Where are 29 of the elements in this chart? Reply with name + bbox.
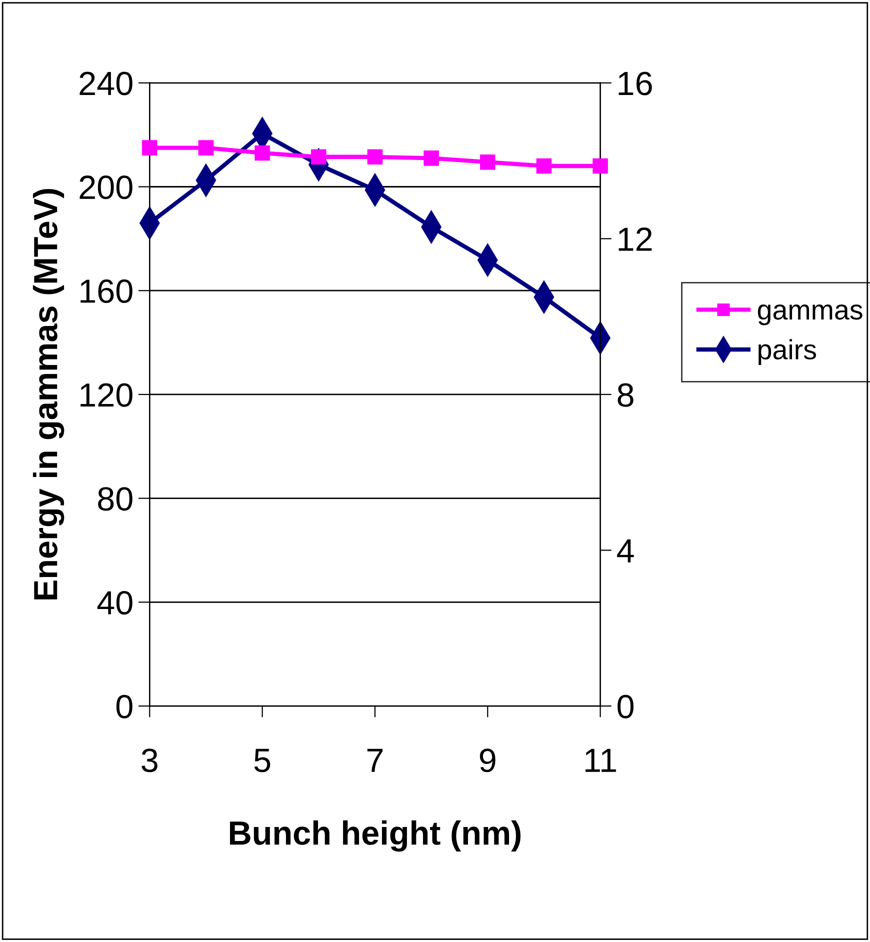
y-tick-label: 40 [97,590,132,615]
x-tick-label: 5 [254,748,270,772]
y2-tick-label: 16 [618,72,652,96]
y-tick-label: 0 [116,694,132,718]
point [592,158,608,174]
x-tick-label: 9 [480,748,496,772]
point [367,149,383,165]
x-axis-title: Bunch height (nm) [230,820,521,852]
y2-tick-label: 0 [618,694,634,718]
y2-tick-label: 8 [618,383,634,407]
y-tick-label: 240 [80,72,132,96]
y-tick-label: 160 [80,279,132,304]
y2-tick-label: 12 [618,227,652,251]
point [536,158,552,174]
y-tick-label: 200 [80,176,132,200]
point [480,154,496,170]
y2-tick-label: 4 [617,539,634,562]
point [424,150,439,166]
x-tick-label: 7 [367,748,383,772]
point [142,140,158,156]
x-tick-label: 11 [586,748,616,772]
point [198,140,214,156]
y-tick-label: 120 [80,383,132,407]
point [254,145,270,161]
x-tick-label: 3 [142,748,158,772]
legend-label: gammas [758,304,862,326]
y-tick-label: 80 [98,487,132,511]
legend-label: pairs [758,339,816,365]
y-axis-title: Energy in gammas (MTeV) [32,188,64,600]
